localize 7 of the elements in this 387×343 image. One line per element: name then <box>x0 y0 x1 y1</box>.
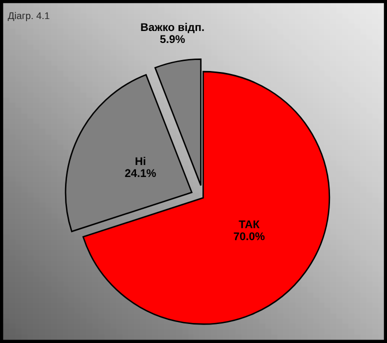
slice-label: ТАК <box>238 220 260 228</box>
data-label: 5.9% <box>160 35 185 44</box>
slice-label: Важко відп. <box>141 22 204 34</box>
slice-label: Ні <box>136 156 146 165</box>
text: Діагр. 4.1 <box>8 12 50 22</box>
data-label: 70.0% <box>234 232 265 240</box>
data-label: 24.1% <box>125 169 156 178</box>
